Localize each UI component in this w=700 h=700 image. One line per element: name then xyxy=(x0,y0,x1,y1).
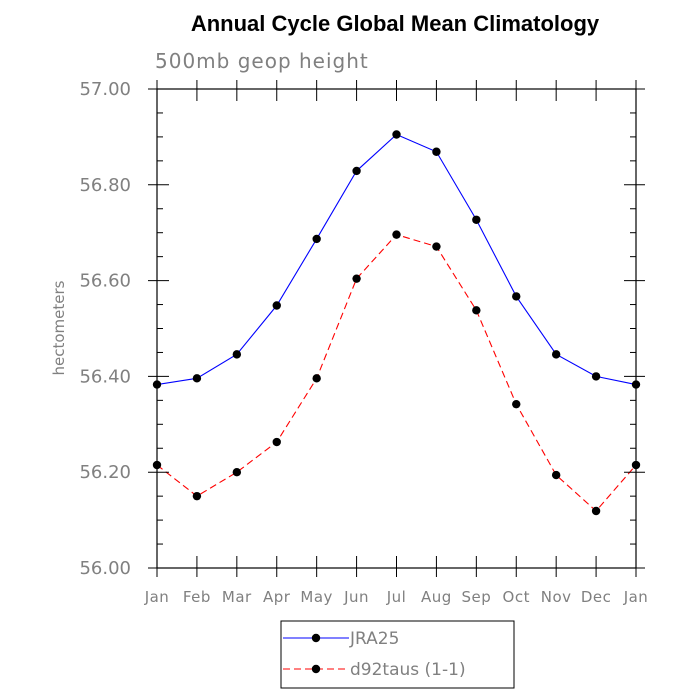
data-point xyxy=(551,350,561,359)
x-tick-label: Jul xyxy=(386,588,407,606)
x-tick-label: Dec xyxy=(581,588,612,606)
legend-marker-2 xyxy=(311,664,321,674)
data-point xyxy=(472,306,481,315)
axes-layer xyxy=(148,80,645,577)
series-line-2 xyxy=(156,233,637,512)
data-point xyxy=(392,230,401,239)
data-point xyxy=(392,130,401,139)
y-tick-label: 56.60 xyxy=(79,271,131,292)
x-tick-label: Aug xyxy=(421,588,452,606)
plot-frame xyxy=(156,88,637,569)
data-point xyxy=(551,470,561,480)
x-tick-label: May xyxy=(300,588,333,606)
data-point xyxy=(512,399,521,409)
x-tick-label: Feb xyxy=(183,588,211,606)
data-point xyxy=(312,234,321,244)
data-point xyxy=(432,147,441,156)
series-line-1 xyxy=(156,133,637,386)
y-tick-label: 57.00 xyxy=(79,79,131,100)
y-tick-label: 56.80 xyxy=(79,175,131,196)
data-point xyxy=(232,468,242,477)
data-point xyxy=(591,372,601,381)
x-tick-label: Jun xyxy=(343,588,369,606)
legend-label-2: d92taus (1-1) xyxy=(350,660,466,680)
legend-box xyxy=(280,620,515,689)
y-tick-label: 56.00 xyxy=(79,558,131,579)
series-layer xyxy=(152,130,641,516)
x-tick-label: Jan xyxy=(623,588,649,606)
data-point xyxy=(352,274,361,283)
tick-labels: 56.00 56.20 56.40 56.60 56.80 57.00 Jan Feb Mar A… xyxy=(79,79,649,606)
x-tick-label: Oct xyxy=(503,588,530,606)
data-point xyxy=(472,215,481,224)
data-point xyxy=(432,242,441,251)
data-point xyxy=(272,437,281,447)
data-point xyxy=(192,374,202,383)
chart-title: Annual Cycle Global Mean Climatology xyxy=(191,11,600,36)
x-tick-label: Nov xyxy=(541,588,572,606)
legend-marker-1 xyxy=(311,633,321,643)
data-point xyxy=(512,292,521,301)
legend: JRA25 d92taus (1-1) xyxy=(280,620,515,689)
x-tick-label: Apr xyxy=(263,588,291,606)
data-point xyxy=(591,506,601,516)
data-point xyxy=(272,301,281,310)
chart-subtitle: 500mb geop height xyxy=(155,49,369,73)
data-point xyxy=(352,166,361,176)
y-tick-label: 56.40 xyxy=(79,366,131,387)
x-tick-label: Sep xyxy=(461,588,491,606)
data-point xyxy=(312,374,321,383)
y-tick-label: 56.20 xyxy=(79,462,131,483)
data-point xyxy=(192,491,202,501)
data-point xyxy=(232,350,242,359)
x-tick-label: Mar xyxy=(222,588,252,606)
legend-label-1: JRA25 xyxy=(349,629,399,649)
y-axis-label: hectometers xyxy=(50,280,68,375)
x-tick-label: Jan xyxy=(144,588,170,606)
